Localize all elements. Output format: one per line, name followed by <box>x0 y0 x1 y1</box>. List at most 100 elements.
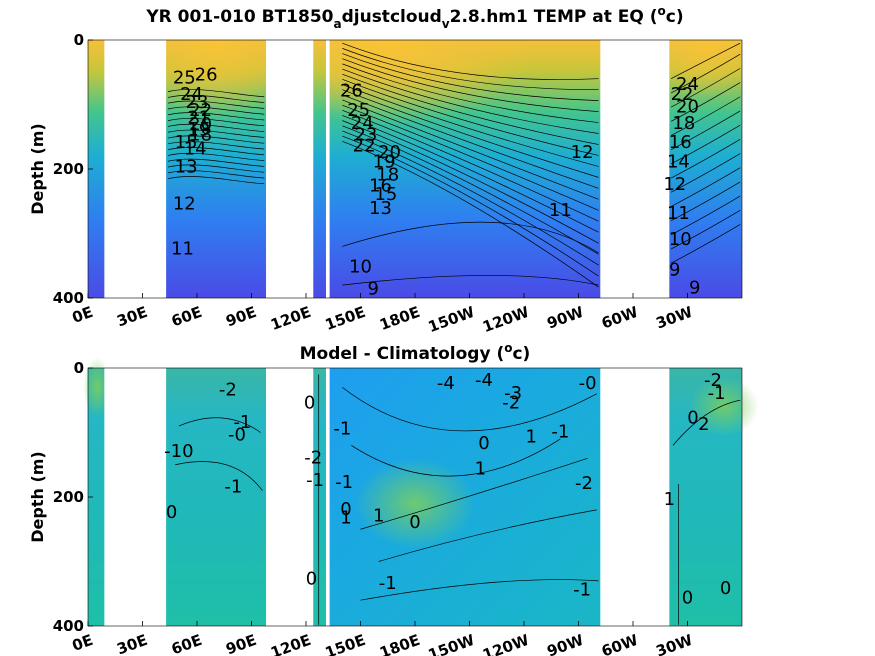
contour-label: 19 <box>373 152 396 173</box>
contour-label: 22 <box>189 100 212 121</box>
contour-label: 14 <box>667 152 690 173</box>
contour-label: 18 <box>376 164 399 185</box>
contour-label: 0 <box>340 499 351 520</box>
x-tick-label: 90W <box>545 631 587 656</box>
contour-label: -1 <box>306 470 324 491</box>
contour-label: -4 <box>475 370 493 391</box>
y-tick-label: 200 <box>53 160 84 178</box>
x-tick-label: 90E <box>223 631 258 656</box>
contour-label: 14 <box>184 139 207 160</box>
x-tick-label: 120E <box>268 303 313 334</box>
x-tick-label: 60E <box>169 303 204 331</box>
contour-label: 25 <box>347 100 370 121</box>
contour-label: -1 <box>573 580 591 601</box>
land-gap <box>600 366 670 628</box>
x-tick-label: 90E <box>223 303 258 331</box>
chart-title: YR 001-010 BT1850adjustcloudv2.8.hm1 TEM… <box>145 4 683 31</box>
y-axis-label: Depth (m) <box>28 123 47 215</box>
x-tick-label: 90W <box>545 303 587 333</box>
contour-label: 26 <box>340 81 363 102</box>
contour-label: 20 <box>189 114 212 135</box>
contour-label: 22 <box>353 135 376 156</box>
contour-label: 9 <box>669 259 680 280</box>
x-tick-label: 120W <box>480 631 532 656</box>
x-tick-label: 30E <box>114 631 149 656</box>
contour-label: 0 <box>687 407 698 428</box>
contour-label: 21 <box>187 108 210 129</box>
y-tick-label: 400 <box>53 617 84 635</box>
contour-label: 0 <box>682 587 693 608</box>
contour-label: 20 <box>676 97 699 118</box>
panel-2: -2-1-0-10-100-1-2-1 -101 1 0-4 -4-3-2-00 1 -11… <box>28 341 759 656</box>
land-gap <box>325 38 330 300</box>
contour-label: 16 <box>369 175 392 196</box>
contour-label: -1 <box>379 573 397 594</box>
contour-label: 0 <box>409 512 420 533</box>
y-axis-label: Depth (m) <box>28 451 47 543</box>
contour-label: 9 <box>367 279 378 300</box>
x-tick-label: 30W <box>654 303 696 333</box>
contour-label: -0 <box>579 373 597 394</box>
contour-label: -4 <box>437 373 455 394</box>
contour-label: 15 <box>374 184 397 205</box>
contour-label: -1 <box>551 422 569 443</box>
x-tick-label: 150E <box>323 631 368 656</box>
contour-label: 25 <box>173 68 196 89</box>
contour-label: 0 <box>166 502 177 523</box>
land-gap <box>104 38 167 300</box>
contour-label: -2 <box>219 380 237 401</box>
contour-label: 24 <box>180 84 203 105</box>
land-masks <box>104 38 670 300</box>
contour-label: 0 <box>720 578 731 599</box>
x-tick-label: 60E <box>169 631 204 656</box>
contour-label: 12 <box>571 142 594 163</box>
contour-label: 19 <box>187 119 210 140</box>
y-tick-label: 400 <box>53 289 84 307</box>
contour-label: 11 <box>667 203 690 224</box>
contour-label: 18 <box>672 113 695 134</box>
x-tick-label: 120W <box>480 303 532 336</box>
x-tick-label: 180E <box>377 631 422 656</box>
contour-label: -2 <box>304 447 322 468</box>
contour-label: -1 <box>335 472 353 493</box>
chart-title: Model - Climatology (oc) <box>300 341 531 364</box>
contour-label: -3 <box>504 383 522 404</box>
contour-label: 1 <box>475 458 486 479</box>
x-tick-label: 0E <box>70 303 96 327</box>
contour-label: 1 <box>373 505 384 526</box>
x-tick-label: 150W <box>426 303 478 336</box>
contour-label: 1 <box>526 427 537 448</box>
contour-label: 0 <box>306 569 317 590</box>
contour-label: -0 <box>228 425 246 446</box>
contour-label: 22 <box>671 84 694 105</box>
land-gap <box>104 366 167 628</box>
contour-label: 23 <box>186 92 209 113</box>
x-tick-label: 60W <box>599 631 641 656</box>
contour-labels: -2-1-0-10-100-1-2-1 -101 1 0-4 -4-3-2-00 1 -11… <box>164 370 731 608</box>
contour-label: 16 <box>669 132 692 153</box>
x-tick-label: 150E <box>323 303 368 334</box>
contour-label: -2 <box>704 370 722 391</box>
contour-label: 24 <box>351 113 374 134</box>
y-ticks: 0 200 400 <box>53 359 93 635</box>
x-tick-label: 0E <box>70 631 96 655</box>
contour-label: -1 <box>708 383 726 404</box>
contour-label: -2 <box>502 392 520 413</box>
contour-lines <box>175 374 741 625</box>
contour-label: -1 <box>333 418 351 439</box>
contour-label: 11 <box>171 239 194 260</box>
contour-label: 2 <box>698 414 709 435</box>
contour-label: -1 <box>224 476 242 497</box>
contour-label: -2 <box>575 473 593 494</box>
contour-label: 18 <box>189 124 212 145</box>
contour-label: 24 <box>676 74 699 95</box>
contour-label: 26 <box>195 64 218 85</box>
contour-label: 23 <box>354 124 377 145</box>
y-tick-label: 200 <box>53 488 84 506</box>
y-tick-label: 0 <box>74 31 84 49</box>
contour-label: 0 <box>304 392 315 413</box>
land-gap <box>266 366 314 628</box>
